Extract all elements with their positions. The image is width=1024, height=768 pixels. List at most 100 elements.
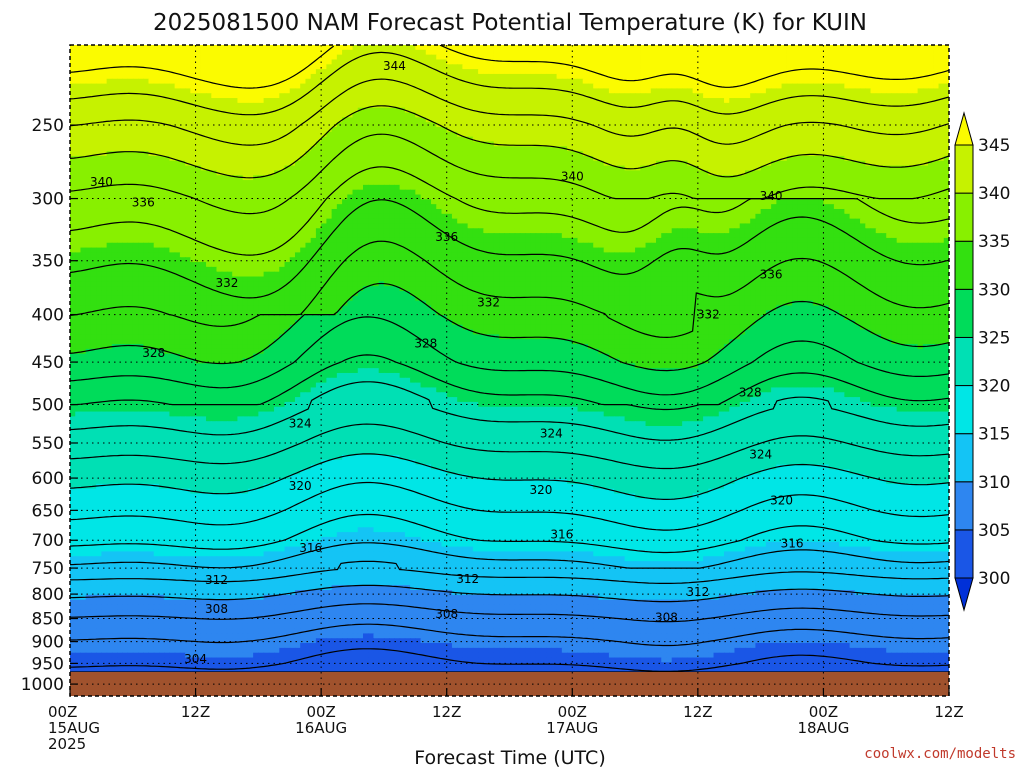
contour-fill-cell — [421, 45, 427, 50]
contour-fill-cell — [787, 45, 793, 50]
contour-fill-cell — [912, 180, 918, 185]
contour-fill-cell — [771, 170, 777, 175]
contour-fill-cell — [138, 156, 144, 161]
contour-fill-cell — [541, 55, 547, 60]
contour-fill-cell — [766, 151, 772, 156]
contour-fill-cell — [593, 74, 599, 79]
contour-fill-cell — [808, 108, 814, 113]
contour-fill-cell — [117, 74, 123, 79]
contour-fill-cell — [907, 170, 913, 175]
contour-fill-cell — [112, 74, 118, 79]
contour-fill-cell — [803, 127, 809, 132]
contour-fill-cell — [353, 151, 359, 156]
contour-fill-cell — [546, 156, 552, 161]
contour-fill-cell — [860, 45, 866, 50]
contour-fill-cell — [117, 98, 123, 103]
contour-fill-cell — [923, 132, 929, 137]
contour-fill-cell — [248, 141, 254, 146]
contour-fill-cell — [410, 79, 416, 84]
contour-fill-cell — [619, 55, 625, 60]
contour-fill-cell — [358, 161, 364, 166]
contour-fill-cell — [431, 55, 437, 60]
contour-fill-cell — [279, 45, 285, 50]
contour-fill-cell — [640, 108, 646, 113]
contour-fill-cell — [311, 79, 317, 84]
contour-fill-cell — [206, 84, 212, 89]
contour-fill-cell — [96, 79, 102, 84]
contour-fill-cell — [557, 151, 563, 156]
contour-fill-cell — [677, 69, 683, 74]
contour-fill-cell — [148, 137, 154, 142]
contour-fill-cell — [588, 113, 594, 118]
contour-fill-cell — [897, 141, 903, 146]
contour-fill-cell — [185, 156, 191, 161]
contour-fill-cell — [656, 55, 662, 60]
contour-fill-cell — [180, 84, 186, 89]
contour-fill-cell — [530, 132, 536, 137]
contour-fill-cell — [646, 137, 652, 142]
contour-fill-cell — [489, 74, 495, 79]
contour-fill-cell — [394, 127, 400, 132]
contour-fill-cell — [661, 103, 667, 108]
contour-fill-cell — [918, 88, 924, 93]
contour-fill-cell — [714, 50, 720, 55]
contour-fill-cell — [630, 137, 636, 142]
contour-fill-cell — [468, 84, 474, 89]
contour-fill-cell — [253, 59, 259, 64]
contour-fill-cell — [776, 117, 782, 122]
contour-fill-cell — [803, 50, 809, 55]
contour-fill-cell — [279, 113, 285, 118]
contour-fill-cell — [724, 137, 730, 142]
contour-fill-cell — [159, 161, 165, 166]
contour-fill-cell — [525, 59, 531, 64]
contour-fill-cell — [201, 180, 207, 185]
contour-fill-cell — [211, 59, 217, 64]
contour-fill-cell — [902, 59, 908, 64]
contour-fill-cell — [619, 170, 625, 175]
contour-fill-cell — [494, 45, 500, 50]
contour-fill-cell — [630, 108, 636, 113]
contour-fill-cell — [227, 137, 233, 142]
contour-fill-cell — [75, 50, 81, 55]
contour-fill-cell — [687, 55, 693, 60]
contour-fill-cell — [687, 166, 693, 171]
contour-fill-cell — [337, 98, 343, 103]
contour-fill-cell — [562, 151, 568, 156]
contour-fill-cell — [494, 117, 500, 122]
contour-fill-cell — [572, 55, 578, 60]
contour-fill-cell — [504, 69, 510, 74]
contour-fill-cell — [410, 122, 416, 127]
contour-fill-cell — [107, 117, 113, 122]
contour-fill-cell — [457, 88, 463, 93]
contour-fill-cell — [169, 64, 175, 69]
contour-fill-cell — [734, 69, 740, 74]
contour-fill-cell — [295, 180, 301, 185]
contour-fill-cell — [933, 103, 939, 108]
contour-fill-cell — [384, 113, 390, 118]
contour-fill-cell — [860, 151, 866, 156]
contour-fill-cell — [180, 180, 186, 185]
contour-fill-cell — [698, 117, 704, 122]
contour-fill-cell — [326, 64, 332, 69]
contour-fill-cell — [510, 74, 516, 79]
contour-fill-cell — [855, 84, 861, 89]
contour-fill-cell — [478, 45, 484, 50]
contour-fill-cell — [211, 103, 217, 108]
contour-fill-cell — [400, 84, 406, 89]
contour-fill-cell — [494, 175, 500, 180]
contour-fill-cell — [457, 93, 463, 98]
contour-fill-cell — [494, 88, 500, 93]
contour-fill-cell — [70, 127, 76, 132]
contour-fill-cell — [143, 45, 149, 50]
contour-fill-cell — [572, 84, 578, 89]
contour-fill-cell — [107, 108, 113, 113]
contour-fill-cell — [253, 45, 259, 50]
contour-fill-cell — [164, 166, 170, 171]
contour-fill-cell — [489, 156, 495, 161]
contour-fill-cell — [630, 156, 636, 161]
contour-fill-cell — [347, 122, 353, 127]
contour-fill-cell — [201, 74, 207, 79]
contour-fill-cell — [431, 132, 437, 137]
contour-fill-cell — [211, 84, 217, 89]
contour-fill-cell — [808, 132, 814, 137]
